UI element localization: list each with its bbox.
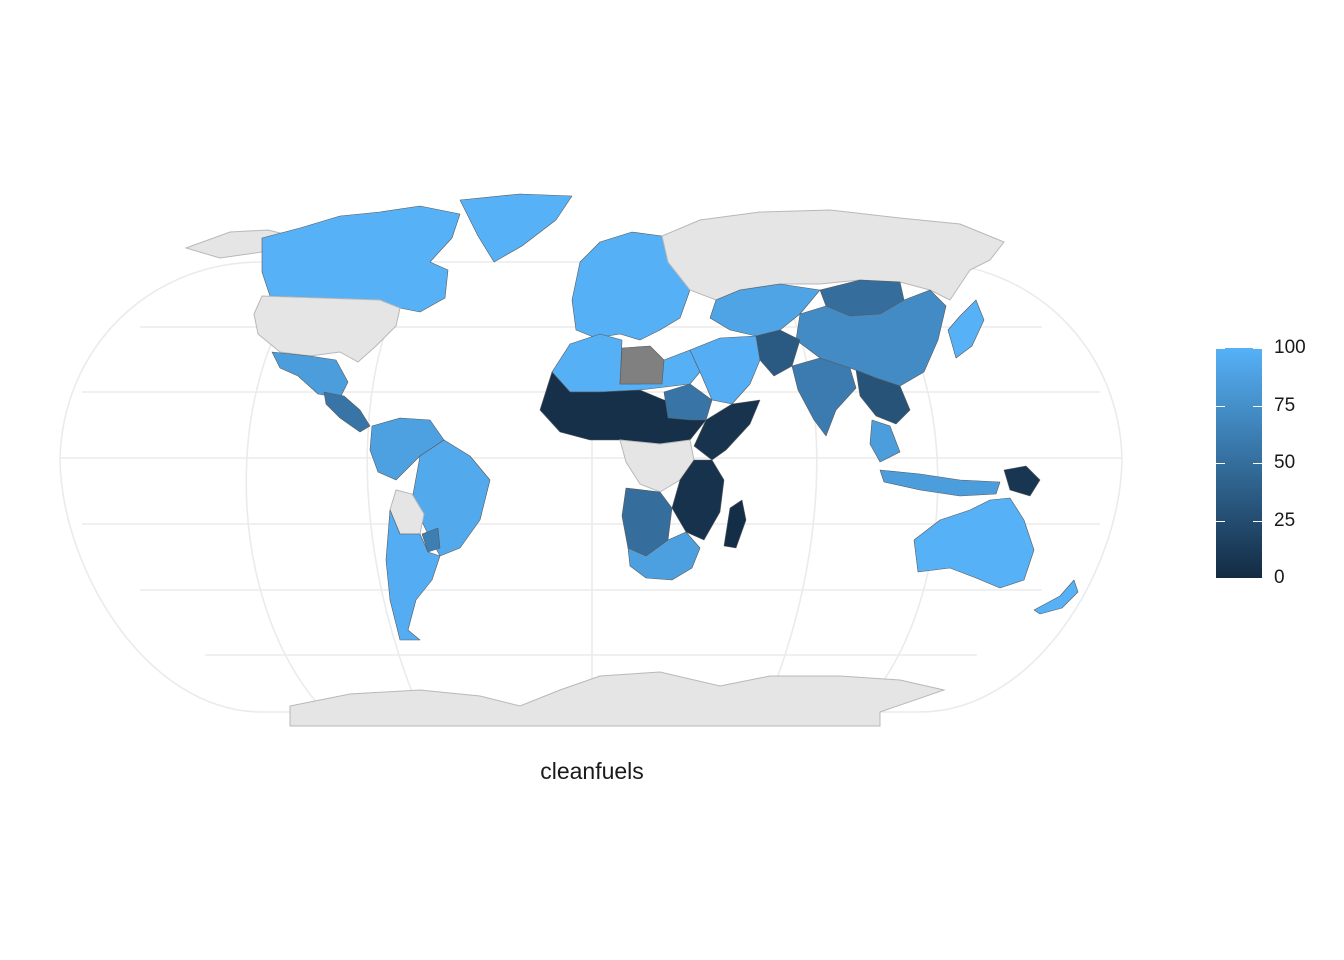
region-east-africa[interactable] (671, 459, 725, 541)
region-united-states (253, 295, 401, 363)
region-libya[interactable] (619, 345, 665, 385)
region-myanmar-indochina[interactable] (855, 369, 911, 425)
legend-tick-mark (1253, 463, 1262, 464)
legend-tick-mark (1216, 348, 1225, 349)
region-sudan[interactable] (663, 383, 713, 421)
fill-variable-label: cleanfuels (540, 758, 644, 784)
region-indonesia[interactable] (879, 469, 1001, 497)
region-mexico[interactable] (271, 351, 349, 399)
region-greenland[interactable] (459, 193, 573, 263)
region-papua-new-guinea[interactable] (1003, 465, 1041, 497)
legend-tick-label: 100 (1274, 337, 1306, 358)
region-antarctica (289, 671, 946, 727)
region-ethiopia-horn[interactable] (693, 399, 761, 461)
region-argentina-chile[interactable] (385, 509, 441, 641)
legend-tick-mark (1216, 520, 1225, 522)
region-thailand-malaysia[interactable] (869, 419, 901, 463)
region-australia[interactable] (913, 497, 1035, 589)
legend-tick-label: 0 (1274, 567, 1285, 588)
countries-layer (184, 193, 1079, 727)
legend-tick-label: 75 (1274, 394, 1296, 416)
legend-tick-mark (1216, 463, 1225, 464)
legend-tick-mark (1253, 405, 1262, 407)
region-madagascar[interactable] (723, 499, 747, 549)
world-choropleth-map (59, 193, 1123, 727)
region-central-asia[interactable] (709, 283, 821, 337)
legend-tick-label: 50 (1274, 452, 1296, 473)
region-canada[interactable] (261, 205, 461, 313)
region-middle-east[interactable] (689, 335, 761, 405)
legend-tick-mark (1216, 405, 1225, 407)
legend-tick-mark (1253, 348, 1262, 349)
legend-tick-mark (1253, 578, 1262, 579)
color-legend: 100 75 50 25 0 (1216, 337, 1326, 588)
legend-tick-label: 25 (1274, 509, 1296, 531)
region-south-africa[interactable] (627, 531, 701, 581)
legend-tick-mark (1216, 578, 1225, 579)
region-japan-korea[interactable] (947, 299, 985, 359)
region-central-america[interactable] (323, 391, 371, 433)
legend-tick-mark (1253, 520, 1262, 522)
region-paraguay[interactable] (421, 527, 441, 553)
region-new-zealand[interactable] (1033, 579, 1079, 615)
region-europe[interactable] (571, 231, 691, 341)
region-india[interactable] (791, 357, 857, 437)
